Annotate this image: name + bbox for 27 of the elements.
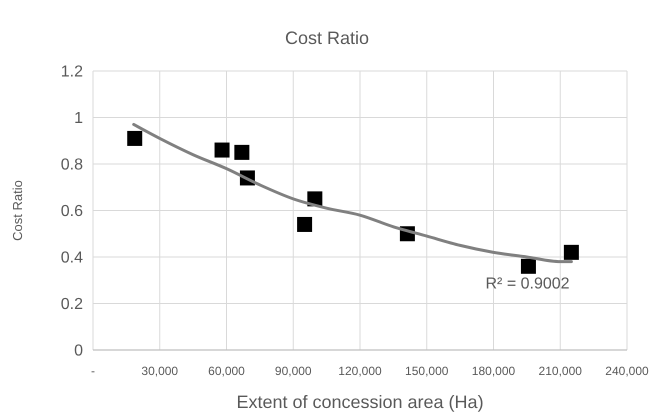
y-tick-label: 1: [74, 110, 84, 128]
x-tick-label: 240,000: [605, 364, 650, 378]
y-tick-label: 0: [74, 342, 84, 360]
point: [297, 216, 312, 232]
y-tick-label: 1.2: [60, 64, 84, 81]
x-tick-label: 30,000: [141, 364, 178, 378]
x-tick-label: 210,000: [538, 364, 582, 378]
point: [520, 258, 536, 274]
y-axis-title: Cost Ratio: [10, 180, 25, 241]
x-tick-label: 60,000: [208, 364, 246, 378]
point: [127, 130, 142, 146]
x-tick-label: -: [91, 364, 95, 378]
x-tick-label: 120,000: [338, 364, 382, 378]
annotation: R² = 0.9002: [485, 276, 570, 293]
chart-title: Cost Ratio: [284, 28, 370, 48]
y-tick-label: 0.2: [60, 296, 84, 314]
point: [234, 144, 250, 160]
point: [564, 244, 579, 260]
point: [214, 142, 230, 158]
y-tick-label: 0.6: [60, 203, 84, 220]
x-tick-label: 90,000: [274, 364, 312, 378]
x-tick-label: 180,000: [472, 364, 516, 378]
y-tick-label: 0.4: [60, 250, 84, 267]
y-tick-label: 0.8: [60, 156, 84, 174]
line-series: [132, 122, 573, 264]
x-axis-title: Extent of concession area (Ha): [236, 392, 484, 412]
x-tick-label: 150,000: [405, 364, 449, 378]
